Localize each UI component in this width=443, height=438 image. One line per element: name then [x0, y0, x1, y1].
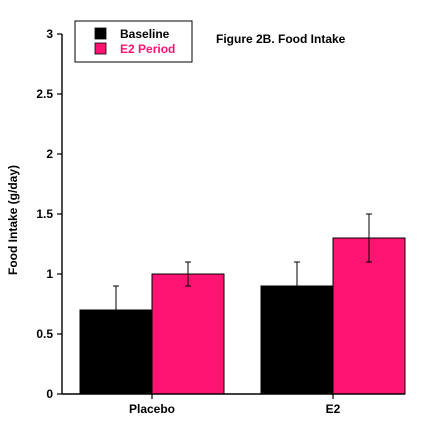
legend-swatch-baseline [94, 27, 107, 40]
y-ticks-layer: 0 0.5 1 1.5 2 2.5 3 [36, 27, 62, 401]
legend: Baseline E2 Period [74, 20, 193, 63]
legend-box [74, 20, 193, 63]
y-tick-label-2-5: 2.5 [36, 87, 53, 101]
y-tick-label-0: 0 [46, 387, 53, 401]
chart-title: Figure 2B. Food Intake [216, 32, 346, 46]
error-bars-layer [113, 213, 372, 335]
y-tick-label-1: 1 [46, 267, 53, 281]
y-tick-label-0-5: 0.5 [36, 327, 53, 341]
legend-swatch-e2-period [94, 42, 107, 55]
legend-label-baseline: Baseline [120, 27, 170, 41]
bars-layer [79, 237, 406, 395]
x-tick-label-placebo: Placebo [129, 402, 175, 416]
y-tick-label-2: 2 [46, 147, 53, 161]
x-tick-label-e2: E2 [326, 402, 341, 416]
bar-placebo-e2-period [151, 273, 225, 395]
x-ticks-layer: Placebo E2 [129, 394, 341, 416]
y-axis-title: Food Intake (g/day) [6, 165, 20, 275]
y-tick-label-1-5: 1.5 [36, 207, 53, 221]
y-tick-label-3: 3 [46, 27, 53, 41]
legend-label-e2-period: E2 Period [120, 42, 175, 56]
